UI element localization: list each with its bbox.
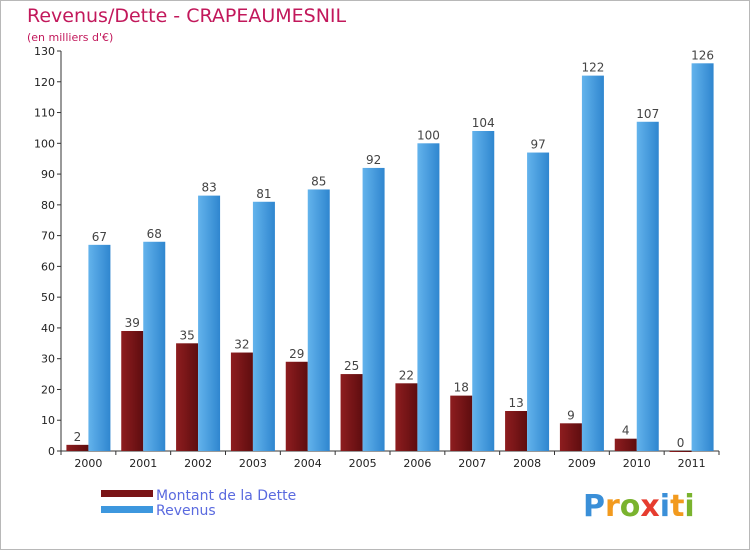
data-label-debt-2001: 39 [125,316,140,330]
y-tick-label: 70 [41,230,55,243]
bar-debt-2008 [505,411,528,451]
data-label-debt-2007: 18 [454,381,469,395]
x-tick-label: 2000 [74,457,102,470]
data-label-revenue-2011: 126 [691,48,714,62]
bar-revenue-2004 [307,189,330,451]
bars: 2 67 39 68 35 83 32 81 29 85 25 92 22 100 18 104 13 97 9 12… [66,48,714,452]
bar-revenue-2000 [88,244,111,451]
data-label-debt-2011: 0 [677,436,685,450]
x-tick-label: 2001 [129,457,157,470]
y-tick-label: 20 [41,383,55,396]
bar-debt-2005 [340,374,363,451]
x-axis: 2000 2001 2002 2003 2004 2005 2006 2007 2008 2009… [60,450,720,470]
data-label-revenue-2004: 85 [311,174,326,188]
bar-revenue-2009 [581,75,604,451]
bar-revenue-2002 [198,195,221,451]
data-label-revenue-2009: 122 [581,61,604,75]
logo-letter: i [660,489,670,524]
data-label-revenue-2001: 68 [147,227,162,241]
data-label-debt-2009: 9 [567,408,575,422]
bar-revenue-2006 [417,143,440,452]
logo-letter: x [640,489,659,524]
legend: Montant de la Dette Revenus [101,488,296,519]
bar-debt-2000 [66,444,89,451]
x-tick-label: 2004 [294,457,322,470]
legend-label-debt: Montant de la Dette [156,488,296,504]
bar-revenue-2003 [252,201,275,451]
x-tick-label: 2003 [239,457,267,470]
bar-debt-2004 [285,361,308,451]
x-tick-label: 2011 [678,457,706,470]
data-label-debt-2003: 32 [234,338,249,352]
x-tick-label: 2005 [349,457,377,470]
x-tick-label: 2009 [568,457,596,470]
data-label-revenue-2005: 92 [366,153,381,167]
data-label-debt-2006: 22 [399,368,414,382]
data-label-debt-2000: 2 [74,430,82,444]
data-label-revenue-2006: 100 [417,128,440,142]
chart-title: Revenus/Dette - CRAPEAUMESNIL [27,5,347,27]
y-tick-label: 100 [34,137,55,150]
data-label-revenue-2002: 83 [201,181,216,195]
y-tick-label: 60 [41,260,55,273]
data-label-revenue-2000: 67 [92,230,107,244]
logo-letter: t [670,489,684,524]
data-label-debt-2002: 35 [179,328,194,342]
logo-letter: o [620,489,641,524]
y-tick-label: 50 [41,291,55,304]
logo-letter: P [583,489,605,524]
y-tick-label: 80 [41,199,55,212]
y-tick-label: 40 [41,322,55,335]
legend-item-debt: Montant de la Dette [101,488,296,504]
y-tick-label: 90 [41,168,55,181]
y-tick-label: 0 [48,445,55,458]
data-label-debt-2008: 13 [508,396,523,410]
x-tick-label: 2002 [184,457,212,470]
y-axis: 0 10 20 30 40 50 60 70 80 90 100 110 120 130 [34,45,62,458]
y-tick-label: 30 [41,353,55,366]
bar-debt-2007 [450,395,473,451]
legend-swatch-debt [101,490,153,497]
logo-letter: i [684,489,694,524]
data-label-debt-2005: 25 [344,359,359,373]
bar-revenue-2005 [362,167,385,451]
x-tick-label: 2008 [513,457,541,470]
bar-debt-2001 [121,331,144,451]
data-label-debt-2010: 4 [622,424,630,438]
y-tick-label: 120 [34,76,55,89]
x-tick-label: 2007 [458,457,486,470]
bar-debt-2009 [559,423,582,451]
legend-swatch-revenue [101,506,153,513]
bar-revenue-2010 [636,121,659,452]
chart-subtitle: (en milliers d'€) [27,31,113,44]
y-tick-label: 110 [34,107,55,120]
bar-revenue-2011 [691,63,714,452]
bar-debt-2010 [614,438,637,451]
x-tick-label: 2006 [403,457,431,470]
bar-revenue-2008 [527,152,550,452]
y-tick-label: 10 [41,414,55,427]
legend-item-revenue: Revenus [101,503,216,519]
bar-debt-2003 [230,352,253,451]
bar-debt-2011 [669,451,692,452]
bar-debt-2002 [176,343,199,451]
data-label-revenue-2003: 81 [256,187,271,201]
data-label-revenue-2007: 104 [472,116,495,130]
bar-revenue-2007 [472,131,495,451]
bar-debt-2006 [395,383,418,451]
x-tick-label: 2010 [623,457,651,470]
data-label-debt-2004: 29 [289,347,304,361]
logo-letter: r [605,489,620,524]
bar-revenue-2001 [143,241,166,451]
data-label-revenue-2008: 97 [530,138,545,152]
legend-label-revenue: Revenus [156,503,216,519]
data-label-revenue-2010: 107 [636,107,659,121]
y-tick-label: 130 [34,45,55,58]
proxiti-logo: Proxiti [583,489,695,524]
